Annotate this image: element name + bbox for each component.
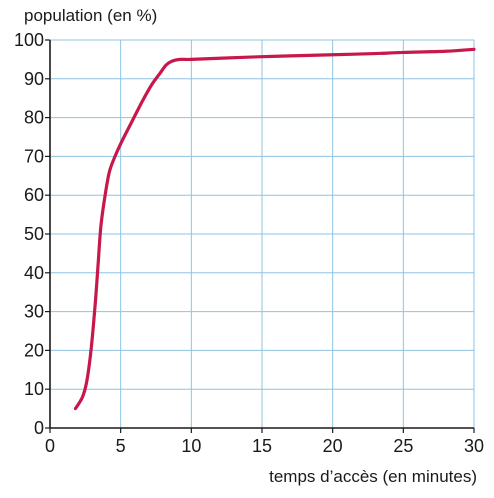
y-tick-label: 50 bbox=[24, 224, 44, 244]
y-tick-label: 90 bbox=[24, 69, 44, 89]
y-axis-title: population (en %) bbox=[24, 6, 157, 25]
y-tick-label: 10 bbox=[24, 379, 44, 399]
x-tick-label: 10 bbox=[181, 436, 201, 456]
y-tick-label: 60 bbox=[24, 185, 44, 205]
y-tick-label: 70 bbox=[24, 146, 44, 166]
x-axis-title: temps d’accès (en minutes) bbox=[269, 467, 477, 486]
x-tick-label: 20 bbox=[323, 436, 343, 456]
x-tick-label: 15 bbox=[252, 436, 272, 456]
x-tick-label: 5 bbox=[116, 436, 126, 456]
y-tick-label: 80 bbox=[24, 108, 44, 128]
tick-labels: 0 5 10 15 20 25 30 0 10 20 30 40 50 60 70 80 90 100 bbox=[14, 30, 484, 456]
x-tick-label: 0 bbox=[45, 436, 55, 456]
x-tick-label: 30 bbox=[464, 436, 484, 456]
series-line bbox=[73, 47, 476, 411]
y-tick-label: 100 bbox=[14, 30, 44, 50]
series bbox=[73, 47, 476, 411]
axes bbox=[45, 39, 475, 433]
grid bbox=[50, 39, 475, 428]
y-tick-label: 0 bbox=[34, 418, 44, 438]
x-tick-label: 25 bbox=[393, 436, 413, 456]
y-tick-label: 20 bbox=[24, 340, 44, 360]
y-tick-label: 40 bbox=[24, 263, 44, 283]
y-tick-label: 30 bbox=[24, 302, 44, 322]
